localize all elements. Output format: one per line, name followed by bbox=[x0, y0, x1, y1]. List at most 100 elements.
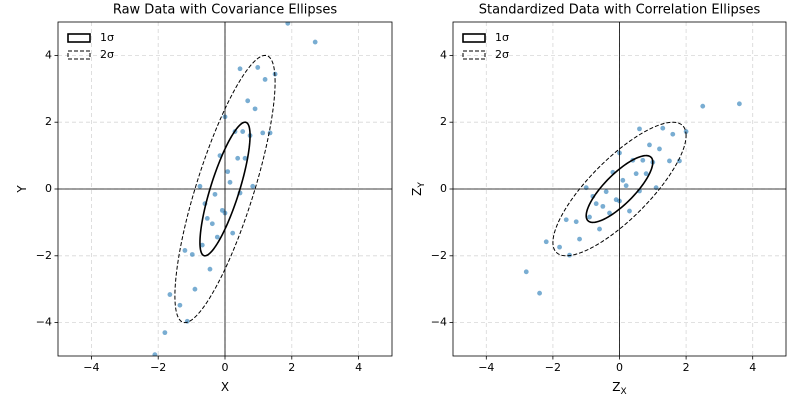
scatter-point bbox=[209, 221, 215, 227]
legend-label: 1σ bbox=[100, 31, 114, 44]
scatter-point bbox=[167, 292, 173, 297]
axes-frame bbox=[57, 21, 393, 357]
scatter-point bbox=[255, 65, 261, 70]
scatter-point bbox=[640, 157, 646, 163]
scatter-point bbox=[214, 234, 220, 240]
scatter-point bbox=[563, 217, 569, 223]
scatter-point bbox=[623, 183, 629, 189]
scatter-point bbox=[177, 302, 183, 308]
y-tick-label: −4 bbox=[36, 316, 52, 329]
plot-area bbox=[453, 22, 786, 356]
scatter-point bbox=[607, 210, 612, 216]
scatter-point bbox=[312, 39, 318, 45]
scatter-point bbox=[667, 158, 672, 164]
scatter-point bbox=[660, 125, 666, 131]
legend-swatch bbox=[67, 50, 91, 60]
x-tick-label: −2 bbox=[545, 361, 561, 374]
scatter-point bbox=[227, 179, 233, 185]
label-subscript: X bbox=[621, 387, 627, 397]
x-tick-label: −4 bbox=[478, 361, 494, 374]
legend-label: 1σ bbox=[495, 31, 509, 44]
scatter-point bbox=[557, 244, 562, 250]
y-tick-label: 0 bbox=[440, 182, 447, 195]
scatter-point bbox=[587, 214, 592, 220]
x-tick-label: −2 bbox=[150, 361, 166, 374]
scatter-point bbox=[162, 330, 168, 336]
x-tick-label: 2 bbox=[683, 361, 690, 374]
y-tick-label: 4 bbox=[45, 48, 52, 61]
ellipse bbox=[552, 121, 687, 257]
scatter-point bbox=[600, 203, 606, 209]
label-text: Y bbox=[15, 185, 29, 194]
legend-swatch bbox=[462, 33, 486, 43]
ellipse bbox=[174, 54, 276, 324]
x-tick-label: −4 bbox=[83, 361, 99, 374]
legend-swatch bbox=[67, 33, 91, 43]
y-axis-label: ZY bbox=[410, 182, 427, 196]
scatter-point bbox=[736, 101, 742, 107]
scatter-point bbox=[245, 98, 251, 104]
label-text: Z bbox=[410, 188, 424, 196]
y-tick-label: −2 bbox=[431, 249, 447, 262]
x-tick-label: 4 bbox=[355, 361, 362, 374]
label-text: X bbox=[221, 380, 229, 394]
scatter-point bbox=[637, 126, 642, 132]
scatter-point bbox=[207, 266, 213, 272]
plot-area bbox=[58, 22, 392, 356]
scatter-point bbox=[237, 66, 243, 72]
scatter-point bbox=[235, 155, 241, 161]
scatter-point bbox=[647, 142, 652, 148]
scatter-point bbox=[199, 242, 205, 248]
scatter-point bbox=[212, 191, 218, 197]
scatter-point bbox=[577, 236, 582, 242]
scatter-point bbox=[252, 106, 258, 112]
scatter-point bbox=[670, 131, 676, 137]
legend-label: 2σ bbox=[100, 48, 114, 61]
x-tick-label: 0 bbox=[222, 361, 229, 374]
x-tick-label: 0 bbox=[616, 361, 623, 374]
legend-label: 2σ bbox=[495, 48, 509, 61]
x-axis-label: X bbox=[221, 380, 229, 394]
scatter-point bbox=[657, 146, 662, 152]
y-tick-label: 2 bbox=[45, 115, 52, 128]
label-subscript: Y bbox=[417, 182, 427, 189]
chart-title: Standardized Data with Correlation Ellip… bbox=[479, 3, 761, 18]
ellipse bbox=[199, 121, 251, 257]
scatter-point bbox=[700, 103, 706, 109]
scatter-point bbox=[573, 219, 579, 225]
scatter-point bbox=[543, 239, 549, 245]
y-tick-label: 0 bbox=[45, 182, 52, 195]
scatter-point bbox=[182, 248, 188, 253]
scatter-point bbox=[285, 22, 291, 26]
scatter-point bbox=[597, 226, 602, 232]
scatter-point bbox=[242, 155, 248, 161]
x-tick-label: 4 bbox=[749, 361, 756, 374]
y-axis-label: Y bbox=[15, 185, 29, 194]
scatter-point bbox=[250, 183, 256, 189]
axes-frame bbox=[452, 21, 787, 357]
scatter-point bbox=[230, 230, 236, 236]
scatter-point bbox=[260, 130, 266, 136]
x-tick-label: 2 bbox=[288, 361, 295, 374]
scatter-point bbox=[197, 183, 203, 189]
scatter-point bbox=[204, 215, 210, 221]
legend-swatch bbox=[462, 50, 486, 60]
scatter-point bbox=[152, 352, 158, 356]
y-tick-label: 4 bbox=[440, 48, 447, 61]
x-axis-label: ZX bbox=[612, 380, 626, 397]
scatter-point bbox=[627, 208, 632, 214]
scatter-point bbox=[633, 171, 639, 177]
scatter-point bbox=[537, 290, 542, 296]
chart-title: Raw Data with Covariance Ellipses bbox=[113, 3, 338, 18]
scatter-point bbox=[192, 286, 198, 292]
label-text: Z bbox=[612, 380, 620, 394]
scatter-point bbox=[225, 169, 231, 175]
scatter-point bbox=[262, 77, 268, 82]
y-tick-label: 2 bbox=[440, 115, 447, 128]
y-tick-label: −4 bbox=[431, 316, 447, 329]
scatter-point bbox=[240, 129, 246, 134]
scatter-point bbox=[593, 201, 599, 207]
ellipse bbox=[585, 154, 654, 224]
scatter-point bbox=[603, 189, 609, 195]
